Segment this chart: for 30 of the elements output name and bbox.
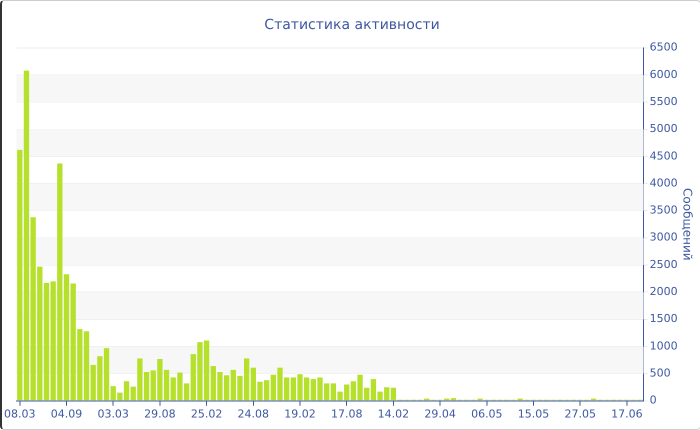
y-tick-label: 6500 [650,40,678,54]
x-tick-label: 29.08 [144,407,176,420]
y-tick-label: 0 [650,394,657,407]
y-tick-label: 1000 [650,339,678,352]
x-tick-label: 19.02 [284,407,316,420]
y-axis-title: Сообщений [680,188,695,261]
x-tick-label: 03.03 [97,407,129,420]
x-tick-label: 29.04 [424,407,456,420]
y-tick-label: 6000 [650,68,678,81]
x-tick-label: 08.03 [4,407,36,420]
y-tick-label: 4500 [650,149,678,162]
y-tick-label: 2500 [650,258,678,271]
x-tick-label: 25.02 [190,407,222,420]
y-tick-label: 1500 [650,312,678,326]
y-tick-label: 5000 [650,122,678,136]
x-tick-label: 04.09 [50,407,82,420]
y-tick-label: 3500 [650,204,678,217]
x-tick-label: 14.02 [378,407,410,420]
x-tick-label: 24.08 [238,407,270,420]
chart-title: Статистика активности [264,17,440,34]
y-tick-label: 500 [650,366,671,380]
x-tick-label: 17.08 [330,407,362,420]
y-tick-label: 4000 [650,176,678,190]
x-tick-label: 06.05 [471,407,503,420]
x-tick-label: 27.05 [564,407,596,420]
y-tick-label: 3000 [650,230,678,244]
y-tick-label: 5500 [650,94,678,108]
y-tick-label: 2000 [650,285,678,298]
x-tick-label: 15.05 [518,407,550,420]
x-tick-label: 17.06 [611,407,643,420]
